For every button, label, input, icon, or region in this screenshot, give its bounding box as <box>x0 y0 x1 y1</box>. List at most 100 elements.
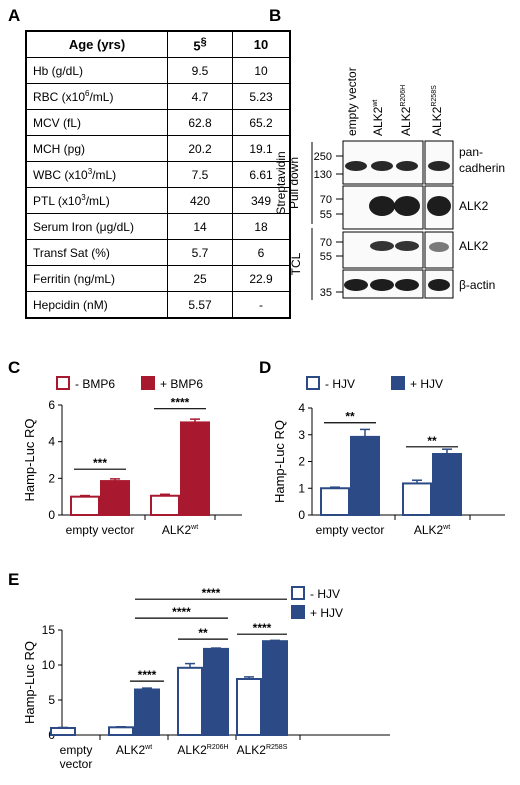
legend-swatch <box>306 376 320 390</box>
bar <box>134 688 160 736</box>
legend-label: + HJV <box>410 377 443 391</box>
marker-label: 35 <box>320 287 332 299</box>
x-category-label-base: ALK2 <box>177 743 207 757</box>
lane-label: ALK2wt <box>371 100 385 136</box>
row-value-v5: 5.7 <box>167 239 233 266</box>
x-category-label-base: empty <box>60 743 93 757</box>
bar <box>320 487 350 516</box>
significance-label: *** <box>93 456 107 470</box>
x-category-label: ALK2R258S <box>237 743 288 757</box>
marker-label: 70 <box>320 194 332 206</box>
blot-band <box>344 279 368 291</box>
x-category-label: ALK2wt <box>414 523 450 537</box>
x-category-label: empty vector <box>66 523 135 537</box>
bar <box>150 494 180 516</box>
chart-d: 0 1 2 3 4 Hamp-Luc RQ empty vector ALK2wt ** ** - … <box>272 376 505 537</box>
blot-band <box>345 161 367 171</box>
bar <box>177 666 203 736</box>
bar <box>402 482 432 516</box>
x-category-label: empty <box>60 743 93 757</box>
bar <box>432 453 462 517</box>
y-tick-label: 2 <box>48 471 55 485</box>
x-category-label: ALK2R206H <box>177 743 228 757</box>
y-tick-label: 4 <box>48 435 55 449</box>
panel-letter-a: A <box>8 6 21 25</box>
y-tick-label: 4 <box>298 401 305 415</box>
lane-label: ALK2R206H <box>399 85 413 136</box>
significance-label: ** <box>198 626 208 640</box>
lane-label-base: ALK2 <box>371 106 385 136</box>
protein-label: pan- <box>459 145 483 159</box>
row-label: Ferritin (ng/mL) <box>25 265 168 292</box>
x-category-label-base: ALK2 <box>116 743 146 757</box>
marker-label: 130 <box>314 169 332 181</box>
blot-band <box>370 241 394 251</box>
row-value-v10: 5.23 <box>232 83 291 110</box>
legend-swatch <box>56 376 70 390</box>
x-category-label-sup: wt <box>144 744 152 751</box>
x-category-label-sup: wt <box>190 524 198 531</box>
blot-band <box>369 196 395 216</box>
table-row: WBC (x103/mL) 7.5 6.61 <box>25 161 291 188</box>
significance-label: **** <box>202 586 221 600</box>
table-row: Transf Sat (%) 5.7 6 <box>25 239 291 266</box>
bar <box>108 726 134 737</box>
group-label: Pull down <box>287 157 301 209</box>
panel-letter-c: C <box>8 358 21 377</box>
bar <box>100 480 130 517</box>
blot-band <box>428 161 450 171</box>
group-label: TCL <box>289 252 303 275</box>
y-axis-label: Hamp-Luc RQ <box>22 418 37 501</box>
table-row: PTL (x103/mL) 420 349 <box>25 187 291 214</box>
row-value-v5: 5.57 <box>167 291 233 319</box>
significance-label: **** <box>138 668 157 682</box>
bar <box>203 647 229 736</box>
significance-label: **** <box>253 621 272 635</box>
marker-label: 250 <box>314 151 332 163</box>
protein-label: ALK2 <box>459 239 489 253</box>
lane-label-base: ALK2 <box>430 106 444 136</box>
table-row: Hepcidin (nM) 5.57- <box>25 291 291 319</box>
blot-band <box>427 196 451 216</box>
y-axis-label: Hamp-Luc RQ <box>272 420 287 503</box>
panel-letter-e: E <box>8 570 20 589</box>
x-category-label-sup: wt <box>442 524 450 531</box>
bar <box>70 495 100 516</box>
table-row: Serum Iron (μg/dL) 14 18 <box>25 213 291 240</box>
row-value-v5: 420 <box>167 187 233 214</box>
y-tick-label: 1 <box>298 481 305 495</box>
lane-label: empty vector <box>345 67 359 136</box>
chart-e: 051015Hamp-Luc RQemptyvectorALK2wtALK2R2… <box>22 586 390 771</box>
row-label: Serum Iron (μg/dL) <box>25 213 168 240</box>
legend-label: + HJV <box>310 606 343 620</box>
legend-swatch <box>141 376 155 390</box>
lane-label-base: ALK2 <box>399 106 413 136</box>
x-category-label: vector <box>60 757 93 771</box>
y-tick-label: 0 <box>298 508 305 522</box>
lane-label-sup: R258S <box>431 85 438 107</box>
row-value-v10: - <box>232 291 291 319</box>
marker-label: 55 <box>320 209 332 221</box>
bar <box>350 435 380 516</box>
panel-letter-d: D <box>259 358 272 377</box>
x-category-label-base: ALK2 <box>162 523 192 537</box>
legend-label: - HJV <box>325 377 355 391</box>
row-value-v5: 25 <box>167 265 233 292</box>
table-header-5: 5§ <box>167 30 233 58</box>
legend-swatch <box>291 605 305 619</box>
row-value-v10: 18 <box>232 213 291 240</box>
bar <box>236 678 262 736</box>
y-tick-label: 5 <box>48 693 55 707</box>
x-category-label-base: empty vector <box>316 523 385 537</box>
y-tick-label: 3 <box>298 428 305 442</box>
panel-letter-b: B <box>269 6 282 25</box>
table-row: Ferritin (ng/mL) 25 22.9 <box>25 265 291 292</box>
marker-label: 70 <box>320 237 332 249</box>
bar <box>50 727 76 736</box>
blot-band <box>429 242 449 252</box>
y-tick-label: 10 <box>42 658 56 672</box>
x-category-label-base: ALK2 <box>414 523 444 537</box>
legend-label: - HJV <box>310 587 340 601</box>
legend-swatch <box>391 376 405 390</box>
